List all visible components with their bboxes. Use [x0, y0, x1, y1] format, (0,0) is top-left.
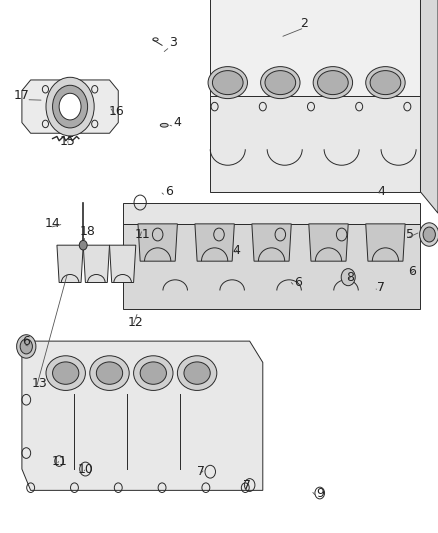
Text: 15: 15 [60, 135, 76, 148]
Text: 4: 4 [377, 185, 385, 198]
Text: 7: 7 [377, 281, 385, 294]
Circle shape [59, 93, 81, 120]
Circle shape [46, 77, 94, 136]
Text: 11: 11 [51, 455, 67, 467]
Polygon shape [123, 224, 420, 309]
Circle shape [420, 223, 438, 246]
Ellipse shape [90, 356, 129, 390]
Text: 6: 6 [22, 335, 30, 348]
Text: 4: 4 [173, 116, 181, 129]
Text: 14: 14 [45, 217, 60, 230]
Text: 2: 2 [300, 18, 308, 30]
Polygon shape [195, 224, 234, 261]
Ellipse shape [96, 362, 123, 384]
Polygon shape [138, 224, 177, 261]
Polygon shape [366, 224, 405, 261]
Polygon shape [83, 245, 110, 282]
Ellipse shape [366, 67, 405, 99]
Circle shape [79, 240, 87, 250]
Polygon shape [420, 0, 438, 213]
Ellipse shape [184, 362, 210, 384]
Text: 8: 8 [346, 271, 354, 284]
Ellipse shape [212, 70, 243, 95]
Circle shape [341, 269, 355, 286]
Ellipse shape [318, 70, 348, 95]
Circle shape [17, 335, 36, 358]
Text: 7: 7 [244, 479, 251, 491]
Text: 16: 16 [108, 106, 124, 118]
Circle shape [423, 227, 435, 242]
Ellipse shape [134, 356, 173, 390]
Polygon shape [22, 80, 118, 133]
Text: 5: 5 [406, 228, 413, 241]
Text: 18: 18 [80, 225, 95, 238]
Polygon shape [210, 0, 420, 96]
Text: 3: 3 [169, 36, 177, 49]
Text: 12: 12 [128, 316, 144, 329]
Ellipse shape [370, 70, 401, 95]
Ellipse shape [208, 67, 247, 99]
Text: 11: 11 [134, 228, 150, 241]
Text: 4: 4 [233, 244, 240, 257]
Text: 7: 7 [198, 465, 205, 478]
Ellipse shape [261, 67, 300, 99]
Text: 9: 9 [316, 487, 324, 499]
Polygon shape [252, 224, 291, 261]
Polygon shape [22, 341, 263, 490]
Ellipse shape [140, 362, 166, 384]
Text: 10: 10 [78, 463, 93, 475]
Text: 17: 17 [14, 90, 30, 102]
Circle shape [53, 85, 88, 128]
Polygon shape [123, 203, 420, 224]
Ellipse shape [160, 124, 168, 127]
Circle shape [20, 339, 32, 354]
Ellipse shape [177, 356, 217, 390]
Text: 6: 6 [294, 276, 302, 289]
Polygon shape [57, 245, 83, 282]
Ellipse shape [46, 356, 85, 390]
Ellipse shape [53, 362, 79, 384]
Polygon shape [309, 224, 348, 261]
Polygon shape [210, 96, 420, 192]
Ellipse shape [265, 70, 296, 95]
Text: 6: 6 [408, 265, 416, 278]
Ellipse shape [313, 67, 353, 99]
Polygon shape [110, 245, 136, 282]
Text: 13: 13 [32, 377, 47, 390]
Text: 6: 6 [165, 185, 173, 198]
